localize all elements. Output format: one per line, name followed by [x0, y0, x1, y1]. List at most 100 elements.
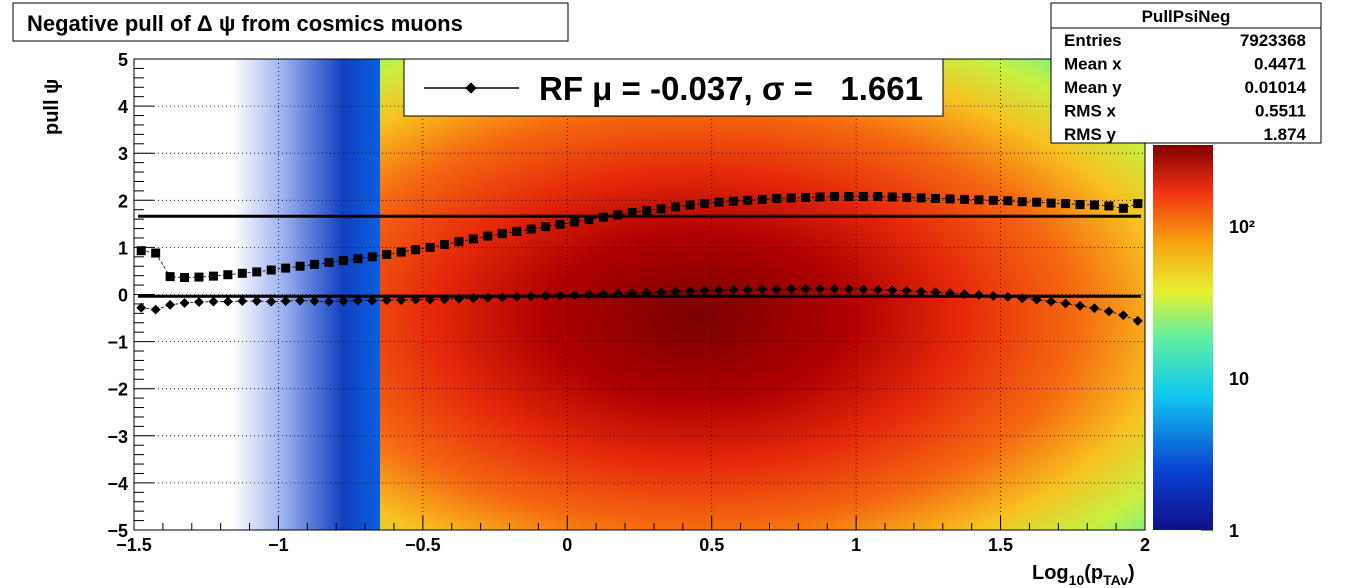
y-tick-label: −2 [107, 380, 128, 400]
rms-marker [281, 263, 291, 273]
mean-marker [280, 296, 291, 307]
rms-marker [324, 257, 334, 267]
mean-marker [540, 290, 551, 301]
x-tick-label: 0.5 [699, 535, 724, 555]
mean-marker [482, 292, 493, 303]
mean-marker [959, 289, 970, 299]
rms-marker [772, 193, 782, 203]
y-tick-label: 1 [118, 238, 128, 258]
stats-label: RMS x [1064, 102, 1117, 121]
y-axis-label: pull ψ [41, 79, 63, 135]
x-tick-label: −0.5 [405, 535, 441, 555]
mean-marker [352, 295, 363, 306]
mean-marker [1017, 293, 1028, 304]
mean-marker [396, 295, 407, 306]
rms-marker [642, 206, 652, 216]
y-tick-label: −4 [107, 474, 128, 494]
chart-title: Negative pull of Δ ψ from cosmics muons [27, 11, 463, 36]
mean-marker [1132, 315, 1143, 326]
x-tick-label: 1 [851, 535, 861, 555]
mean-marker [309, 296, 320, 307]
rms-marker [902, 192, 912, 202]
mean-marker [930, 287, 941, 298]
rms-marker [353, 254, 363, 264]
mean-marker [945, 288, 955, 299]
mean-marker [800, 283, 811, 294]
rms-marker [570, 217, 580, 227]
stats-label: RMS y [1064, 125, 1117, 144]
rms-marker [440, 240, 450, 250]
rms-marker [656, 204, 666, 214]
x-axis-label: Log10(pTAv) [1032, 562, 1135, 588]
y-tick-label: −3 [107, 427, 128, 447]
profile-line [141, 196, 1138, 278]
rms-marker [382, 249, 392, 259]
mean-marker [988, 290, 999, 301]
stats-value: 0.5511 [1255, 102, 1306, 121]
mean-marker [786, 283, 797, 294]
y-tick-label: 4 [118, 97, 128, 117]
z-tick-label: 10 [1229, 369, 1249, 389]
mean-marker [872, 284, 883, 295]
mean-marker [1046, 296, 1057, 307]
z-tick-label: 10² [1229, 217, 1255, 237]
y-tick-label: −1 [107, 333, 128, 353]
mean-marker [194, 297, 204, 307]
rms-marker [1118, 203, 1128, 213]
mean-marker [829, 283, 840, 294]
rms-marker [367, 252, 377, 262]
mean-marker [584, 289, 594, 300]
rms-marker [425, 242, 435, 252]
stats-label: Entries [1064, 31, 1122, 50]
mean-marker [324, 296, 334, 307]
stats-title: PullPsiNeg [1142, 7, 1231, 26]
rms-marker [671, 202, 681, 212]
mean-marker [858, 284, 869, 295]
rms-marker [627, 208, 637, 218]
mean-marker [295, 295, 306, 306]
color-scale [1153, 145, 1213, 530]
title-box [12, 2, 569, 42]
rms-marker [887, 192, 897, 202]
z-tick-label: 1 [1229, 521, 1239, 541]
mean-marker [815, 283, 825, 294]
y-tick-label: 3 [118, 144, 128, 164]
rms-marker [526, 224, 536, 234]
stats-box: PullPsiNeg Entries 7923368 Mean x 0.4471 Mea… [1050, 2, 1322, 144]
rms-marker [1133, 199, 1143, 209]
mean-marker [1031, 294, 1042, 305]
rms-marker [1075, 200, 1085, 210]
mean-marker [150, 304, 161, 315]
stats-frame [1050, 2, 1322, 144]
mean-marker [598, 289, 609, 299]
mean-marker [179, 298, 190, 308]
mean-marker [699, 285, 710, 296]
rms-marker [468, 234, 478, 244]
mean-marker [685, 286, 695, 297]
rms-marker [223, 270, 233, 280]
mean-marker [887, 285, 898, 296]
rms-marker [699, 199, 709, 209]
mean-marker [511, 291, 522, 302]
rms-marker [295, 261, 305, 271]
rms-marker [801, 192, 811, 202]
rms-marker [237, 268, 247, 278]
rms-marker [1003, 196, 1013, 206]
rms-marker [988, 195, 998, 205]
y-tick-label: 0 [118, 286, 128, 306]
mean-marker [728, 284, 739, 295]
x-label-part: TAv [1103, 572, 1128, 588]
mean-marker [367, 295, 378, 306]
rms-marker [613, 210, 623, 220]
rms-marker [931, 193, 941, 203]
rms-marker [1089, 200, 1099, 210]
mean-marker [656, 287, 667, 298]
mean-marker [251, 296, 262, 307]
mean-marker [843, 283, 854, 294]
rms-marker [165, 272, 175, 282]
mean-marker [208, 296, 219, 307]
x-tick-label: 1.5 [988, 535, 1013, 555]
mean-marker [439, 294, 450, 305]
mean-marker [612, 288, 623, 299]
